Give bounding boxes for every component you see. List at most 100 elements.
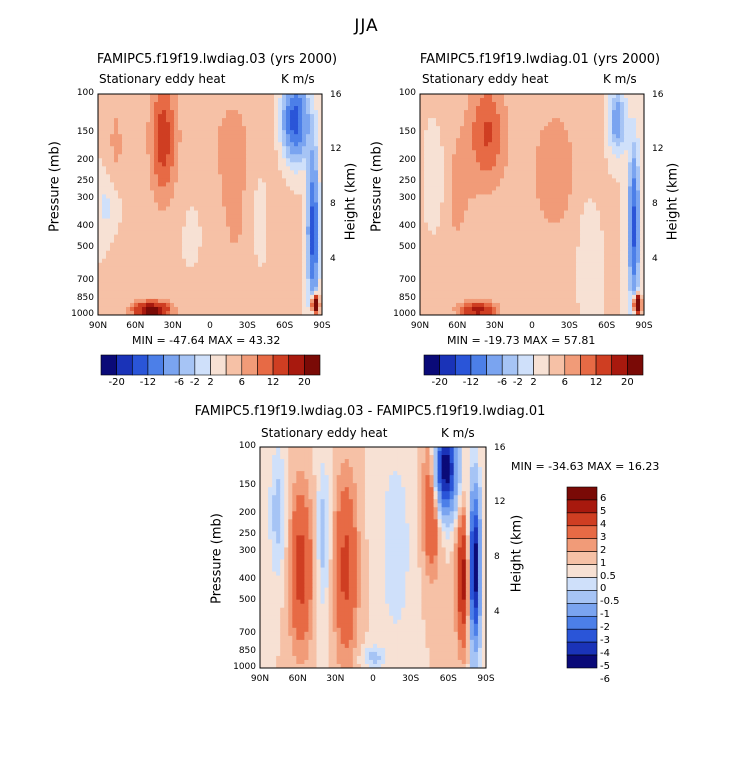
contour-cell <box>536 178 541 183</box>
contour-cell <box>110 166 115 171</box>
contour-cell <box>266 234 271 240</box>
contour-cell <box>492 114 497 119</box>
contour-cell <box>234 294 239 300</box>
contour-cell <box>456 178 461 183</box>
contour-cell <box>636 182 641 187</box>
contour-cell <box>178 114 183 119</box>
contour-cell <box>616 102 621 107</box>
contour-cell <box>106 238 111 244</box>
contour-cell <box>178 134 183 139</box>
contour-cell <box>420 210 425 216</box>
contour-cell <box>218 110 223 115</box>
contour-cell <box>230 206 235 212</box>
contour-cell <box>286 274 291 280</box>
contour-cell <box>616 206 621 212</box>
contour-cell <box>520 146 525 151</box>
contour-cell <box>242 186 247 191</box>
contour-cell <box>588 202 593 208</box>
contour-cell <box>306 130 311 135</box>
contour-cell <box>604 138 609 143</box>
contour-cell <box>254 130 259 135</box>
contour-cell <box>138 122 143 127</box>
contour-cell <box>186 294 191 300</box>
contour-cell <box>584 190 589 195</box>
contour-cell <box>560 182 565 187</box>
contour-cell <box>592 218 597 224</box>
contour-cell <box>98 226 103 232</box>
contour-cell <box>174 202 179 208</box>
contour-cell <box>516 166 521 171</box>
contour-cell <box>536 150 541 155</box>
contour-cell <box>202 242 207 248</box>
contour-cell <box>536 126 541 131</box>
contour-cell <box>432 118 437 123</box>
contour-cell <box>166 198 171 203</box>
contour-cell <box>298 182 303 187</box>
contour-cell <box>222 150 227 155</box>
contour-cell <box>464 178 469 183</box>
contour-cell <box>424 106 429 111</box>
contour-cell <box>496 190 501 195</box>
contour-cell <box>436 150 441 155</box>
contour-cell <box>274 198 279 203</box>
contour-cell <box>282 226 287 232</box>
contour-cell <box>166 122 171 127</box>
contour-cell <box>274 158 279 163</box>
contour-cell <box>310 146 315 151</box>
contour-cell <box>452 106 457 111</box>
contour-cell <box>524 146 529 151</box>
contour-cell <box>492 198 497 203</box>
contour-cell <box>234 94 239 99</box>
contour-cell <box>154 186 159 191</box>
contour-cell <box>106 226 111 232</box>
contour-cell <box>520 122 525 127</box>
contour-cell <box>146 254 151 260</box>
contour-cell <box>504 162 509 167</box>
contour-cell <box>130 266 135 272</box>
contour-cell <box>520 106 525 111</box>
latitude-tick-label: 90S <box>313 321 331 331</box>
contour-cell <box>102 266 107 272</box>
contour-cell <box>270 262 275 268</box>
contour-cell <box>150 146 155 151</box>
contour-cell <box>134 298 139 304</box>
contour-cell <box>572 170 577 175</box>
contour-cell <box>282 278 287 284</box>
contour-cell <box>118 198 123 203</box>
contour-cell <box>250 206 255 212</box>
contour-cell <box>194 290 199 296</box>
contour-cell <box>496 118 501 123</box>
contour-cell <box>110 214 115 220</box>
contour-cell <box>266 174 271 179</box>
contour-cell <box>266 306 271 312</box>
contour-cell <box>636 214 641 220</box>
contour-cell <box>298 298 303 304</box>
contour-cell <box>274 306 279 312</box>
contour-cell <box>166 258 171 264</box>
contour-cell <box>142 266 147 272</box>
contour-cell <box>186 190 191 195</box>
contour-cell <box>512 198 517 203</box>
contour-cell <box>540 122 545 127</box>
contour-cell <box>98 102 103 107</box>
contour-cell <box>258 214 263 220</box>
contour-cell <box>556 130 561 135</box>
contour-cell <box>262 310 267 316</box>
contour-cell <box>318 310 323 316</box>
contour-cell <box>102 218 107 224</box>
contour-cell <box>134 274 139 280</box>
contour-cell <box>620 214 625 220</box>
contour-cell <box>266 194 271 199</box>
contour-cell <box>238 158 243 163</box>
contour-cell <box>110 218 115 224</box>
contour-cell <box>576 106 581 111</box>
contour-cell <box>230 162 235 167</box>
contour-cell <box>456 190 461 195</box>
contour-cell <box>560 154 565 159</box>
contour-cell <box>274 294 279 300</box>
contour-cell <box>488 94 493 99</box>
contour-cell <box>584 194 589 199</box>
contour-cell <box>238 274 243 280</box>
colorbar-swatch <box>163 354 180 376</box>
contour-cell <box>266 274 271 280</box>
